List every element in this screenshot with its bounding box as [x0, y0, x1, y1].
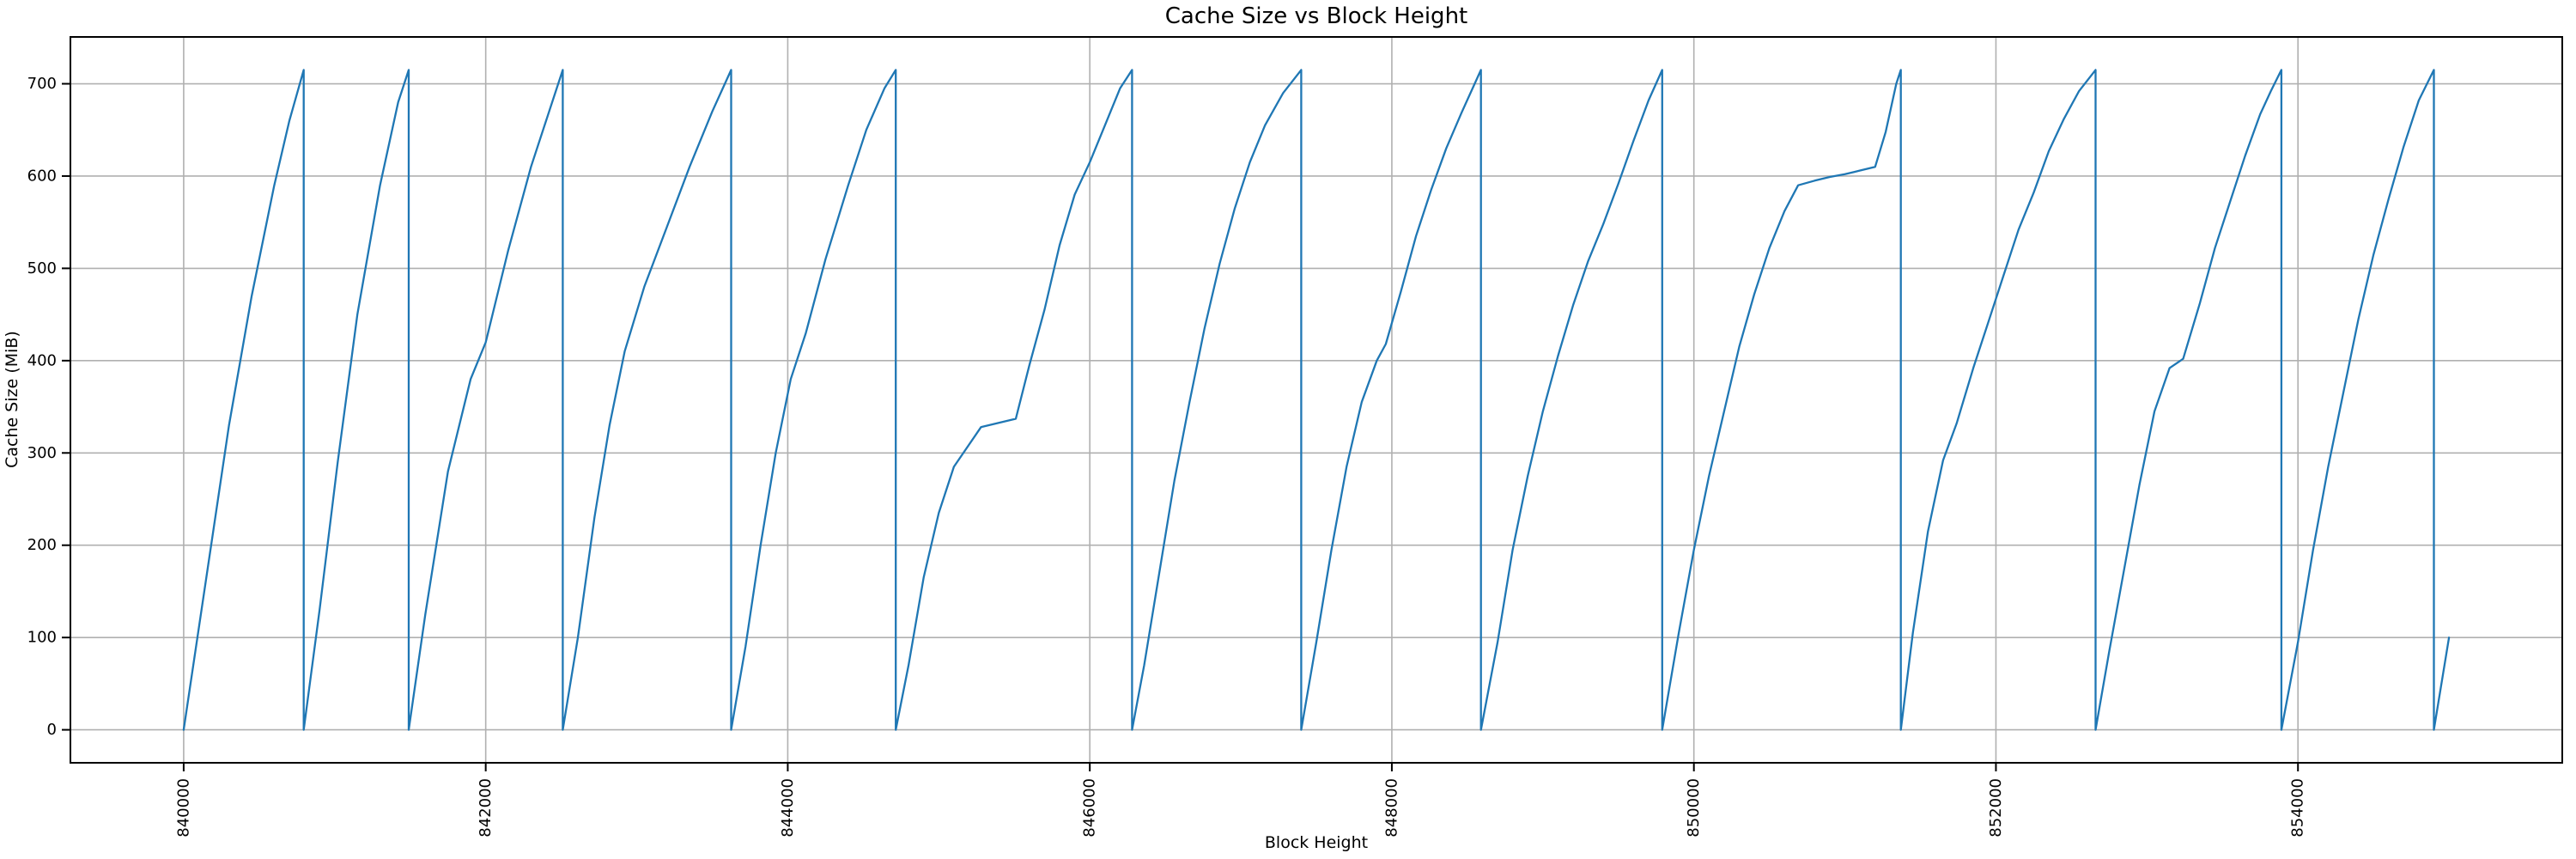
y-tick-label: 500: [27, 259, 57, 277]
x-tick-label: 842000: [477, 778, 495, 838]
x-tick-label: 852000: [1987, 778, 2005, 838]
y-axis-label: Cache Size (MiB): [3, 331, 21, 468]
x-tick-label: 846000: [1081, 778, 1099, 838]
chart-title: Cache Size vs Block Height: [1164, 3, 1468, 29]
data-line: [182, 69, 2451, 731]
y-tick-label: 100: [27, 629, 57, 647]
x-axis-label: Block Height: [1264, 833, 1369, 852]
x-tick-label: 854000: [2289, 778, 2307, 838]
x-tick-label: 844000: [779, 778, 797, 838]
y-tick-label: 400: [27, 351, 57, 369]
x-tick-label: 850000: [1685, 778, 1703, 838]
x-tick-label: 848000: [1382, 778, 1400, 838]
y-tick-label: 700: [27, 75, 57, 93]
y-tick-label: 200: [27, 536, 57, 554]
y-tick-label: 600: [27, 167, 57, 185]
y-tick-label: 300: [27, 444, 57, 462]
x-tick-label: 840000: [174, 778, 192, 838]
plot-border: [70, 36, 2563, 764]
y-tick-label: 0: [47, 721, 57, 739]
